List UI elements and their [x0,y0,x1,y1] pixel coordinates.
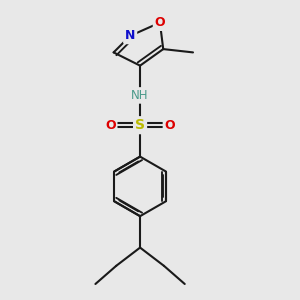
Text: O: O [164,119,175,132]
Text: NH: NH [131,89,149,102]
Text: S: S [135,118,145,132]
Text: N: N [125,29,135,42]
Text: O: O [154,16,165,29]
Text: O: O [105,119,116,132]
